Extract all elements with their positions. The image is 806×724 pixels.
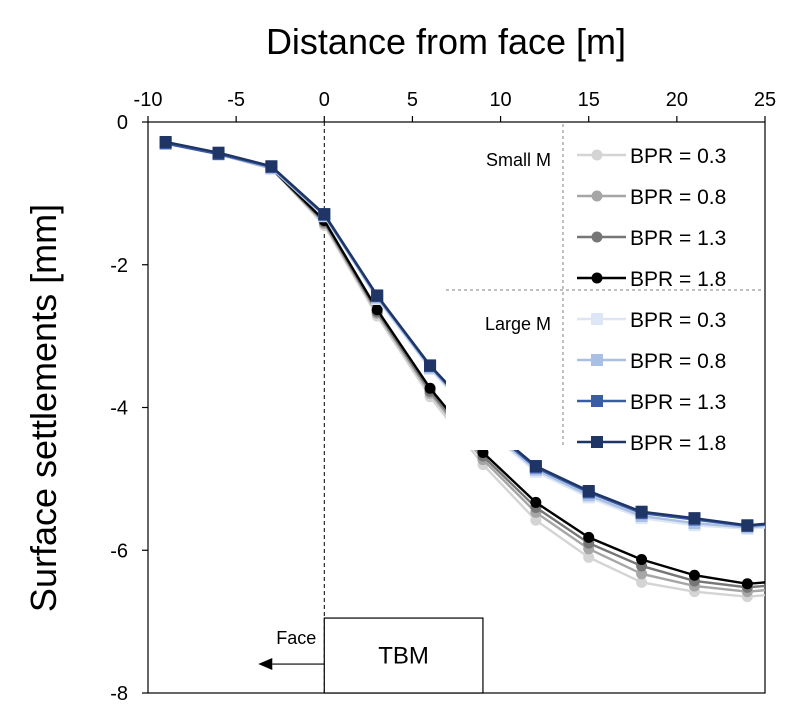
legend-group-label: Small M [486, 150, 551, 170]
y-axis-title: Surface settlements [mm] [23, 204, 64, 612]
x-tick-label: 5 [407, 89, 418, 111]
data-point [318, 208, 331, 221]
data-point [741, 519, 754, 532]
y-tick-label: -4 [110, 398, 128, 420]
legend-group-label: Large M [485, 314, 551, 334]
y-tick-label: -2 [110, 255, 128, 277]
legend-entry-label: BPR = 0.8 [630, 186, 726, 209]
data-point [424, 359, 437, 372]
tbm-box [323, 617, 484, 694]
legend-entry-label: BPR = 0.8 [630, 350, 726, 373]
y-tick-label: 0 [117, 112, 128, 134]
annotation-layer: TBM Face [258, 122, 484, 694]
series-layer [159, 135, 766, 603]
data-point [159, 135, 172, 148]
x-tick-label: 25 [754, 89, 776, 111]
legend-swatch-marker [591, 313, 603, 325]
data-point [635, 505, 648, 518]
data-point [265, 160, 278, 173]
legend-entry-label: BPR = 1.3 [630, 391, 726, 414]
data-point [212, 146, 225, 159]
data-point [530, 496, 542, 508]
legend-entry-label: BPR = 1.8 [630, 432, 726, 455]
data-point [636, 576, 648, 588]
y-tick-label: -6 [110, 540, 128, 562]
data-point [424, 382, 436, 394]
x-axis-title: Distance from face [m] [266, 21, 626, 62]
data-point [741, 578, 753, 590]
y-tick-label: -8 [110, 683, 128, 705]
x-tick-label: 0 [319, 89, 330, 111]
legend-swatch-marker [591, 436, 603, 448]
data-point [688, 512, 701, 525]
legend-swatch-marker [591, 354, 603, 366]
face-arrow-head [258, 658, 273, 671]
x-tick-label: 10 [489, 89, 511, 111]
x-tick-label: -5 [227, 89, 245, 111]
data-point [583, 551, 595, 563]
x-tick-label: 20 [666, 89, 688, 111]
data-point [371, 304, 383, 316]
tick-layer: -10 -5 0 5 10 15 20 25 0 -2 -4 -6 -8 [110, 89, 776, 705]
face-label: Face [276, 628, 316, 648]
legend-entry-label: BPR = 0.3 [630, 145, 726, 168]
legend-swatch-marker [591, 272, 603, 284]
tbm-label: TBM [378, 643, 429, 670]
data-point [583, 531, 595, 543]
legend-swatch-marker [591, 395, 603, 407]
legend-swatch-marker [591, 190, 603, 202]
legend-swatch-marker [591, 231, 603, 243]
data-point [636, 568, 648, 580]
legend-entry-label: BPR = 1.8 [630, 268, 726, 291]
legend: Small M BPR = 0.3 BPR = 0.8 BPR = 1.3 BPR = … [446, 124, 762, 455]
data-point [582, 485, 595, 498]
data-point [371, 289, 384, 302]
data-point [530, 514, 542, 526]
legend-entry-label: BPR = 0.3 [630, 309, 726, 332]
legend-swatch-marker [591, 149, 603, 161]
data-point [636, 554, 648, 566]
x-tick-label: -10 [134, 89, 163, 111]
data-point [529, 460, 542, 473]
legend-entry-label: BPR = 1.3 [630, 227, 726, 250]
data-point [688, 569, 700, 581]
legend-background [446, 128, 762, 450]
x-tick-label: 15 [578, 89, 600, 111]
